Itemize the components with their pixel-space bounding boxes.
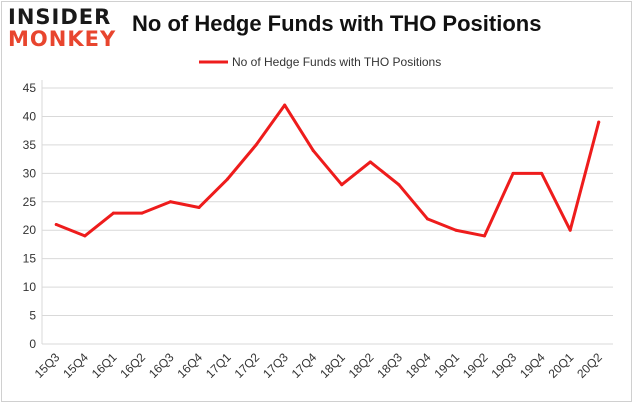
data-point bbox=[54, 223, 58, 227]
gridlines bbox=[41, 80, 613, 345]
x-tick-label: 19Q3 bbox=[489, 350, 520, 381]
x-tick-label: 17Q2 bbox=[232, 350, 263, 381]
series-line-0 bbox=[54, 103, 601, 238]
data-point bbox=[168, 200, 172, 204]
x-tick-label: 17Q4 bbox=[289, 350, 320, 381]
x-tick-label: 20Q2 bbox=[574, 350, 605, 381]
y-tick-label: 0 bbox=[29, 337, 36, 351]
x-tick-label: 17Q1 bbox=[203, 350, 234, 381]
y-tick-label: 40 bbox=[23, 109, 37, 123]
data-point bbox=[454, 228, 458, 232]
data-point bbox=[540, 171, 544, 175]
data-point bbox=[597, 120, 601, 124]
x-tick-label: 19Q1 bbox=[431, 350, 462, 381]
data-point bbox=[311, 149, 315, 153]
x-tick-label: 18Q1 bbox=[317, 350, 348, 381]
x-tick-label: 19Q4 bbox=[517, 350, 548, 381]
data-point bbox=[511, 171, 515, 175]
insider-monkey-logo: INSIDER MONKEY bbox=[8, 6, 118, 54]
data-point bbox=[83, 234, 87, 238]
data-point bbox=[140, 211, 144, 215]
data-point bbox=[483, 234, 487, 238]
y-tick-label: 30 bbox=[23, 166, 37, 180]
data-point bbox=[425, 217, 429, 221]
x-tick-label: 16Q3 bbox=[146, 350, 177, 381]
data-point bbox=[283, 103, 287, 107]
data-point bbox=[397, 183, 401, 187]
logo-text-top: INSIDER bbox=[8, 5, 112, 29]
data-point bbox=[226, 177, 230, 181]
y-tick-label: 15 bbox=[23, 252, 37, 266]
x-tick-label: 16Q4 bbox=[174, 350, 205, 381]
x-tick-label: 15Q4 bbox=[60, 350, 91, 381]
data-point bbox=[368, 160, 372, 164]
data-point bbox=[568, 228, 572, 232]
x-tick-label: 19Q2 bbox=[460, 350, 491, 381]
y-tick-label: 45 bbox=[23, 81, 37, 95]
y-tick-label: 10 bbox=[23, 280, 37, 294]
x-tick-label: 18Q4 bbox=[403, 350, 434, 381]
chart-title: No of Hedge Funds with THO Positions bbox=[132, 11, 542, 36]
x-tick-label: 20Q1 bbox=[546, 350, 577, 381]
x-tick-label: 16Q1 bbox=[89, 350, 120, 381]
x-tick-label: 18Q3 bbox=[374, 350, 405, 381]
legend: No of Hedge Funds with THO Positions bbox=[199, 55, 441, 69]
x-tick-label: 17Q3 bbox=[260, 350, 291, 381]
y-tick-label: 25 bbox=[23, 195, 37, 209]
y-axis-ticks: 0 5 10 15 20 25 30 35 40 45 bbox=[23, 81, 37, 351]
y-tick-label: 35 bbox=[23, 138, 37, 152]
series-group bbox=[54, 103, 601, 238]
data-point bbox=[111, 211, 115, 215]
y-tick-label: 20 bbox=[23, 223, 37, 237]
x-axis-ticks: 15Q315Q416Q116Q216Q316Q417Q117Q217Q317Q4… bbox=[32, 350, 605, 381]
x-tick-label: 18Q2 bbox=[346, 350, 377, 381]
y-tick-label: 5 bbox=[29, 309, 36, 323]
data-point bbox=[340, 183, 344, 187]
x-tick-label: 16Q2 bbox=[117, 350, 148, 381]
data-point bbox=[197, 205, 201, 209]
logo-text-bottom: MONKEY bbox=[8, 27, 117, 51]
data-point bbox=[254, 143, 258, 147]
legend-label: No of Hedge Funds with THO Positions bbox=[232, 55, 441, 69]
x-tick-label: 15Q3 bbox=[32, 350, 63, 381]
